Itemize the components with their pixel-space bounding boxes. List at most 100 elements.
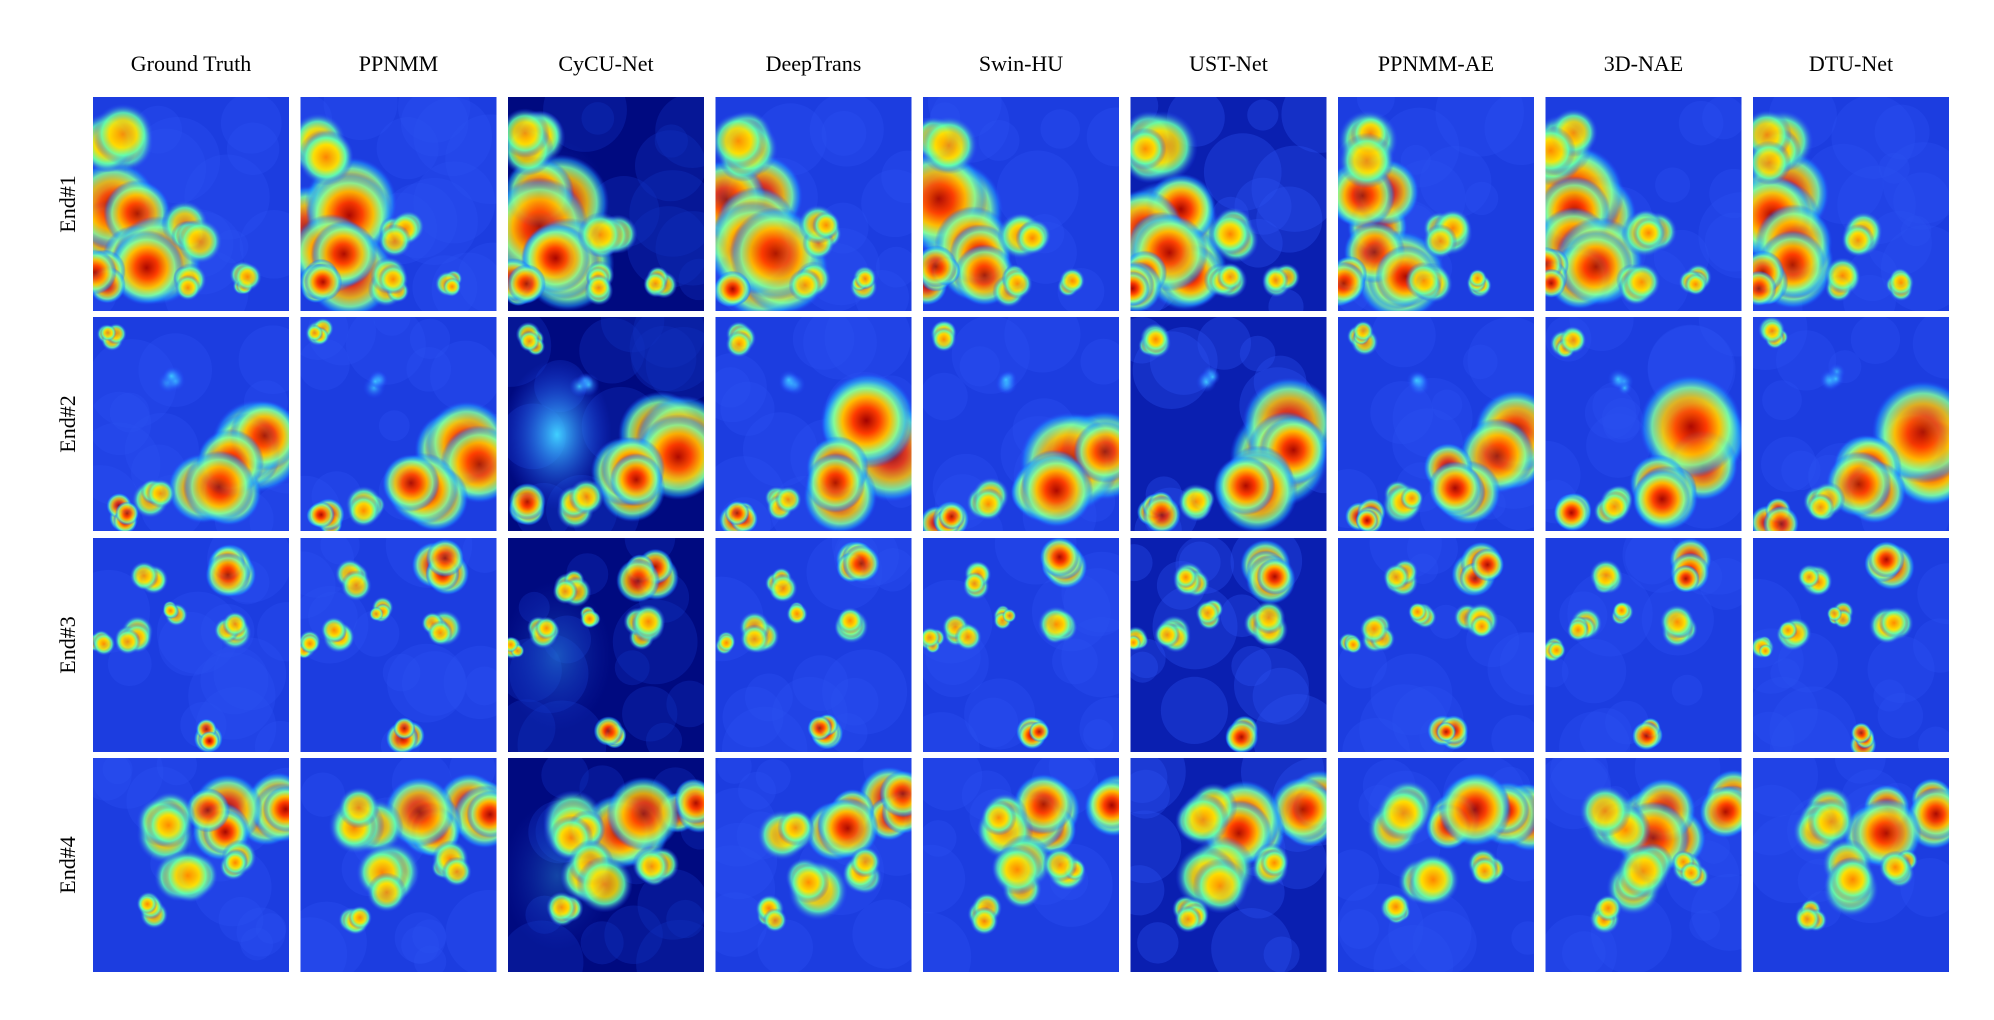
texture — [109, 392, 150, 433]
column-header: PPNMM — [359, 51, 438, 76]
abundance-map — [1338, 97, 1534, 311]
abundance-blob — [970, 906, 999, 936]
texture — [236, 907, 286, 957]
cyan-region — [508, 359, 612, 510]
abundance-blob — [1470, 856, 1499, 886]
abundance-map — [923, 758, 1119, 972]
texture — [604, 905, 663, 964]
texture — [1602, 406, 1640, 443]
texture — [881, 150, 912, 204]
texture — [1338, 849, 1379, 901]
abundance-blob — [1204, 369, 1221, 385]
texture — [1406, 538, 1458, 575]
abundance-blob — [836, 607, 864, 634]
texture — [1584, 387, 1637, 439]
abundance-blob — [508, 108, 550, 158]
abundance-blob — [93, 632, 116, 656]
texture — [220, 97, 282, 154]
abundance-blob — [739, 624, 770, 654]
abundance-blob — [300, 129, 354, 186]
abundance-blob — [593, 716, 624, 746]
abundance-blob — [1760, 319, 1785, 344]
abundance-blob — [1589, 559, 1623, 593]
abundance-blob — [674, 781, 704, 825]
abundance-blob — [954, 623, 982, 651]
texture — [627, 206, 704, 288]
abundance-blob — [1002, 608, 1017, 623]
texture — [1867, 635, 1935, 704]
abundance-map — [1338, 538, 1534, 752]
texture — [1689, 910, 1720, 941]
texture — [622, 686, 678, 742]
texture — [401, 926, 440, 965]
texture — [830, 677, 879, 726]
abundance-blob — [1028, 721, 1050, 743]
abundance-blob — [1806, 493, 1835, 522]
texture — [240, 927, 274, 961]
abundance-blob — [382, 454, 440, 512]
texture — [1239, 335, 1276, 372]
abundance-blob — [320, 616, 348, 644]
texture — [1846, 250, 1898, 302]
texture — [188, 652, 276, 740]
abundance-blob — [1142, 495, 1181, 531]
texture — [1083, 719, 1114, 750]
texture — [462, 538, 497, 573]
abundance-blob — [577, 212, 623, 258]
texture — [715, 353, 767, 423]
abundance-blob — [1177, 483, 1214, 520]
texture — [1370, 653, 1453, 736]
abundance-blob — [222, 611, 248, 637]
texture — [1256, 186, 1323, 253]
texture — [655, 211, 704, 286]
abundance-blob — [972, 488, 1005, 521]
texture — [1882, 142, 1949, 224]
abundance-blob — [233, 262, 262, 291]
texture — [1900, 215, 1932, 247]
texture — [345, 317, 426, 385]
texture — [397, 97, 471, 143]
abundance-blob — [93, 103, 154, 165]
abundance-blob — [997, 371, 1015, 389]
texture — [1435, 97, 1524, 157]
abundance-map — [1753, 97, 1949, 311]
texture — [871, 548, 912, 592]
abundance-blob — [786, 603, 808, 625]
texture — [541, 758, 589, 799]
abundance-blob — [616, 558, 661, 603]
texture — [821, 110, 867, 156]
abundance-blob — [715, 112, 767, 170]
abundance-map — [508, 758, 704, 972]
abundance-blob — [1559, 326, 1587, 354]
texture — [738, 771, 777, 810]
texture — [107, 642, 152, 687]
abundance-blob — [1632, 469, 1692, 529]
abundance-blob — [115, 501, 139, 526]
texture — [1061, 617, 1119, 698]
abundance-blob — [715, 270, 751, 307]
abundance-blob — [304, 262, 343, 302]
abundance-blob — [1545, 268, 1566, 299]
abundance-blob — [137, 894, 158, 914]
abundance-blob — [1758, 644, 1773, 658]
abundance-map — [300, 317, 497, 531]
texture — [352, 610, 400, 657]
texture — [1370, 381, 1434, 444]
texture — [1253, 694, 1327, 752]
texture — [666, 680, 704, 728]
abundance-blob — [1256, 558, 1294, 595]
abundance-blob — [535, 616, 558, 640]
abundance-blob — [93, 249, 117, 295]
texture — [1040, 109, 1080, 149]
column-header: PPNMM-AE — [1378, 51, 1494, 76]
abundance-blob — [222, 850, 248, 876]
abundance-blob — [931, 326, 957, 352]
abundance-blob — [1553, 495, 1590, 531]
column-header: DTU-Net — [1809, 51, 1893, 76]
abundance-blob — [1684, 273, 1707, 296]
abundance-blob — [717, 633, 736, 652]
texture — [720, 381, 775, 436]
texture — [158, 611, 223, 676]
abundance-blob — [805, 453, 866, 513]
texture — [1671, 674, 1703, 706]
